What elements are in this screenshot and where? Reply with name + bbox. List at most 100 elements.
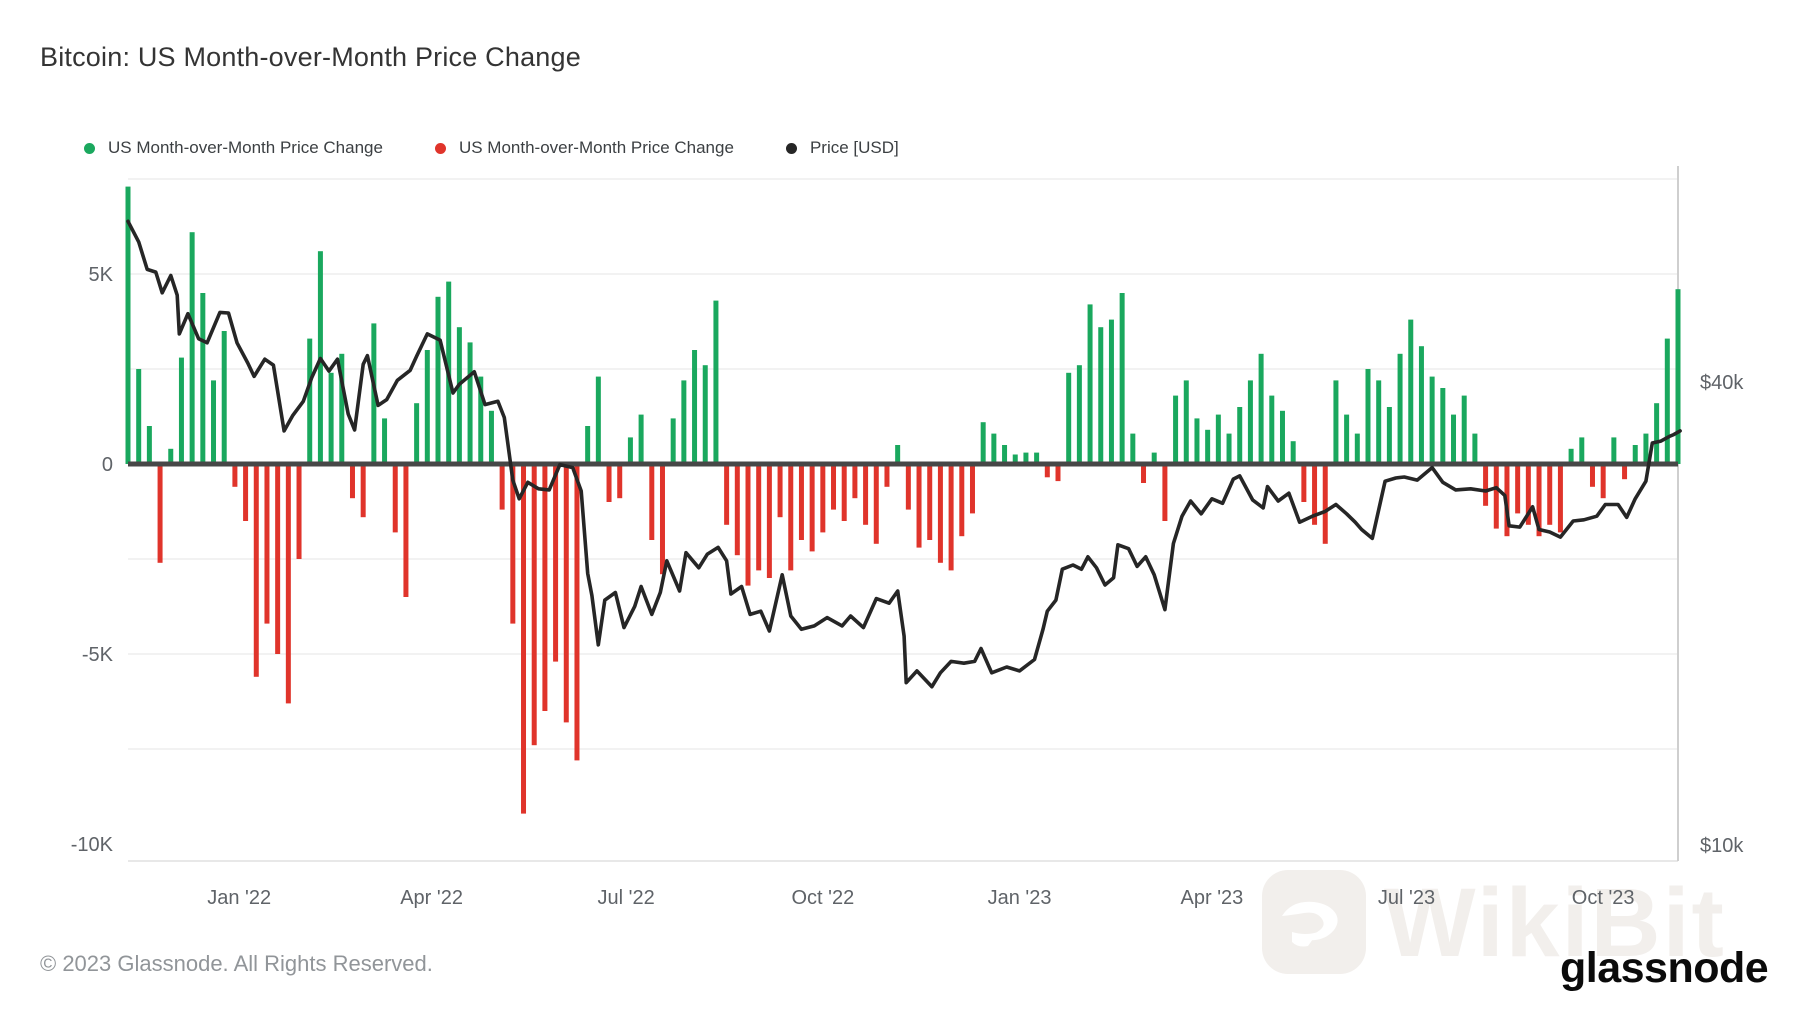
negative-change-bar <box>820 464 826 533</box>
negative-change-bar <box>403 464 409 597</box>
negative-change-bar <box>1055 464 1061 482</box>
positive-change-bar <box>1023 452 1029 464</box>
positive-change-bar <box>1333 380 1339 464</box>
negative-change-bar <box>734 464 740 556</box>
price-usd-line <box>126 219 1682 689</box>
negative-change-bar <box>349 464 355 499</box>
positive-change-bar <box>478 376 484 464</box>
negative-change-bar <box>563 464 569 723</box>
legend-item-mom-positive[interactable]: US Month-over-Month Price Change <box>84 138 383 158</box>
positive-change-bar <box>1654 403 1660 464</box>
positive-change-bar <box>1226 433 1232 464</box>
positive-change-bar <box>681 380 687 464</box>
positive-change-bar <box>670 418 676 464</box>
positive-change-bar <box>1034 452 1040 464</box>
negative-change-bar <box>873 464 879 544</box>
negative-change-bar <box>777 464 783 518</box>
y-right-tick-label: $10k <box>1700 835 1744 857</box>
negative-change-bar <box>937 464 943 563</box>
x-tick-label: Jan '22 <box>207 887 271 909</box>
negative-change-bar <box>1322 464 1328 544</box>
glassnode-logo: glassnode <box>1560 944 1769 992</box>
positive-change-bar <box>1183 380 1189 464</box>
negative-change-bar <box>969 464 975 514</box>
positive-change-bar <box>585 426 591 464</box>
negative-change-bar <box>659 464 665 575</box>
x-tick-label: Oct '23 <box>1572 887 1635 909</box>
positive-change-bar <box>1002 445 1008 464</box>
negative-change-bar <box>574 464 580 761</box>
positive-change-bar <box>1258 353 1264 464</box>
positive-change-bar <box>146 426 152 464</box>
legend-label: US Month-over-Month Price Change <box>458 138 734 157</box>
negative-change-bar <box>852 464 858 499</box>
negative-change-bar <box>905 464 911 510</box>
positive-change-bar <box>125 186 131 464</box>
positive-change-bar <box>1451 414 1457 464</box>
positive-change-bar <box>1397 353 1403 464</box>
x-tick-label: Jan '23 <box>988 887 1052 909</box>
positive-change-bar <box>692 350 698 464</box>
x-tick-label: Apr '23 <box>1181 887 1244 909</box>
negative-change-bar <box>617 464 623 499</box>
negative-change-bar <box>360 464 366 518</box>
positive-change-bar <box>1098 327 1104 464</box>
positive-change-bar <box>1568 448 1574 464</box>
positive-change-bar <box>221 331 227 464</box>
positive-change-bar <box>1643 433 1649 464</box>
negative-change-bar <box>264 464 270 624</box>
negative-change-bar <box>959 464 965 537</box>
positive-change-bar <box>328 372 334 464</box>
positive-change-bar <box>424 350 430 464</box>
positive-change-bar <box>1418 346 1424 464</box>
x-tick-label: Jul '23 <box>1378 887 1435 909</box>
negative-change-bar <box>798 464 804 540</box>
red-dot-icon <box>434 142 446 154</box>
positive-change-bar <box>1237 407 1243 464</box>
negative-change-bar <box>510 464 516 624</box>
positive-change-bar <box>1087 304 1093 464</box>
positive-change-bar <box>467 342 473 464</box>
negative-change-bar <box>542 464 548 711</box>
legend-item-price-usd[interactable]: Price [USD] <box>785 138 899 158</box>
positive-change-bar <box>1012 454 1018 464</box>
positive-change-bar <box>1194 418 1200 464</box>
negative-change-bar <box>1536 464 1542 537</box>
negative-change-bar <box>916 464 922 548</box>
negative-change-bar <box>1600 464 1606 499</box>
negative-change-bar <box>1547 464 1553 525</box>
negative-change-bar <box>649 464 655 540</box>
positive-change-bar <box>1386 407 1392 464</box>
negative-change-bar <box>392 464 398 533</box>
negative-change-bar <box>1483 464 1489 506</box>
negative-change-bar <box>1589 464 1595 487</box>
negative-change-bar <box>243 464 249 521</box>
negative-change-bar <box>863 464 869 525</box>
negative-change-bar <box>253 464 259 677</box>
legend-item-mom-negative[interactable]: US Month-over-Month Price Change <box>434 138 734 158</box>
negative-change-bar <box>157 464 163 563</box>
positive-change-bar <box>1215 414 1221 464</box>
negative-change-bar <box>1141 464 1147 483</box>
wikibit-logo-icon <box>1262 870 1366 974</box>
positive-change-bar <box>1151 452 1157 464</box>
positive-change-bar <box>1461 395 1467 464</box>
y-right-tick-label: $40k <box>1700 372 1744 394</box>
negative-change-bar <box>841 464 847 521</box>
positive-change-bar <box>1130 433 1136 464</box>
negative-change-bar <box>788 464 794 571</box>
legend-label: US Month-over-Month Price Change <box>108 138 383 157</box>
negative-change-bar <box>948 464 954 571</box>
negative-change-bar <box>756 464 762 571</box>
negative-change-bar <box>275 464 281 654</box>
negative-change-bar <box>927 464 933 540</box>
positive-change-bar <box>713 300 719 464</box>
positive-change-bar <box>1066 372 1072 464</box>
negative-change-bar <box>232 464 238 487</box>
negative-change-bar <box>884 464 890 487</box>
positive-change-bar <box>136 369 142 464</box>
negative-change-bar <box>499 464 505 510</box>
negative-change-bar <box>553 464 559 662</box>
positive-change-bar <box>456 327 462 464</box>
